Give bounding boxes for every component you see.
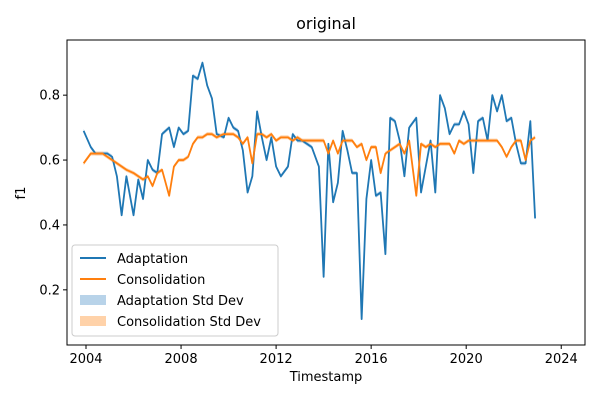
std-band-consolidation bbox=[83, 132, 536, 198]
x-tick-label: 2004 bbox=[69, 352, 102, 367]
legend-swatch-consolidation-std bbox=[80, 316, 106, 326]
legend-box bbox=[71, 244, 279, 337]
x-tick-label: 2012 bbox=[260, 352, 293, 367]
plot-frame bbox=[66, 39, 586, 346]
x-tick-label: 2016 bbox=[355, 352, 388, 367]
y-axis: 0.2 0.4 0.6 0.8 bbox=[39, 89, 67, 298]
x-axis-label: Timestamp bbox=[289, 370, 363, 385]
y-axis-label: f1 bbox=[14, 187, 29, 200]
legend-label-consolidation-std: Consolidation Std Dev bbox=[117, 315, 261, 330]
legend-swatch-adaptation-std bbox=[80, 295, 106, 305]
legend-label-consolidation: Consolidation bbox=[117, 273, 205, 288]
x-axis: 2004 2008 2012 2016 2020 2024 bbox=[69, 345, 578, 367]
x-tick-label: 2024 bbox=[545, 352, 578, 367]
chart-title: original bbox=[296, 14, 356, 33]
y-tick-label: 0.2 bbox=[39, 283, 60, 298]
plot-area bbox=[66, 39, 586, 346]
series-line-consolidation bbox=[82, 133, 536, 197]
series-line-adaptation bbox=[82, 61, 536, 320]
legend: Adaptation Consolidation Adaptation Std … bbox=[71, 244, 279, 337]
y-tick-label: 0.4 bbox=[39, 218, 60, 233]
x-tick-label: 2008 bbox=[165, 352, 198, 367]
y-tick-label: 0.8 bbox=[39, 89, 60, 104]
legend-label-adaptation: Adaptation bbox=[117, 252, 188, 267]
y-tick-label: 0.6 bbox=[39, 154, 60, 169]
x-tick-label: 2020 bbox=[450, 352, 483, 367]
legend-label-adaptation-std: Adaptation Std Dev bbox=[117, 294, 244, 309]
